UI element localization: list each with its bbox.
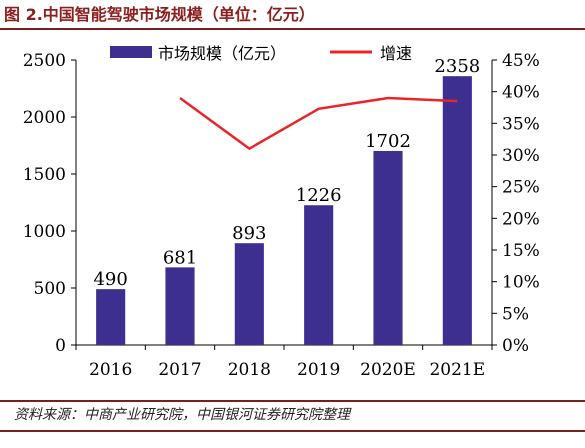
- chart: 490 681 893 1226 1702 2358 0 500 1000 1500 2000 25…: [23, 44, 540, 380]
- right-tick-label: 10%: [502, 273, 540, 293]
- right-tick-label: 0%: [502, 336, 529, 356]
- bar-data-label: 490: [93, 269, 127, 290]
- bar-data-label: 1226: [296, 185, 342, 206]
- left-tick-label: 1000: [23, 222, 66, 242]
- right-tick-label: 25%: [502, 178, 540, 198]
- bar-data-label: 893: [232, 223, 266, 244]
- x-tick-label: 2016: [89, 360, 132, 380]
- legend-line-label: 增速: [380, 44, 412, 63]
- growth-line: [179, 96, 458, 151]
- right-tick-label: 5%: [502, 304, 529, 324]
- x-tick-label: 2019: [297, 360, 340, 380]
- source-note: 资料来源：中商产业研究院，中国银河证券研究院整理: [0, 400, 585, 430]
- legend-bar-swatch: [110, 46, 152, 58]
- bar: [234, 243, 264, 345]
- legend-bar-label: 市场规模（亿元）: [158, 44, 286, 63]
- right-tick-label: 15%: [502, 241, 540, 261]
- left-tick-label: 1500: [23, 165, 66, 185]
- right-tick-label: 35%: [502, 114, 540, 134]
- bar-series: [96, 76, 472, 346]
- right-tick-label: 45%: [502, 51, 540, 71]
- right-tick-label: 40%: [502, 83, 540, 103]
- left-tick-label: 500: [34, 279, 66, 299]
- left-tick-label: 2500: [23, 51, 66, 71]
- axes: [71, 59, 497, 350]
- bar: [165, 267, 195, 345]
- data-labels: 490 681 893 1226 1702 2358: [93, 56, 480, 290]
- bottom-rule: [0, 430, 585, 432]
- growth-line-series: [179, 96, 458, 151]
- bar: [373, 150, 403, 345]
- bar: [442, 76, 472, 346]
- x-tick-label: 2017: [158, 360, 201, 380]
- x-tick-label: 2020E: [360, 360, 416, 380]
- bar: [96, 289, 126, 345]
- right-tick-label: 20%: [502, 209, 540, 229]
- right-tick-label: 30%: [502, 146, 540, 166]
- bar-data-label: 1702: [365, 131, 411, 152]
- bar: [304, 205, 334, 345]
- bar-data-label: 681: [163, 247, 197, 268]
- figure-title: 图 2.中国智能驾驶市场规模（单位：亿元）: [0, 0, 585, 30]
- tick-labels: 0 500 1000 1500 2000 2500 0% 5% 10% 15% 20% 25% 30% 3…: [23, 51, 540, 380]
- x-tick-label: 2018: [228, 360, 271, 380]
- left-tick-label: 0: [55, 336, 66, 356]
- x-tick-label: 2021E: [429, 360, 485, 380]
- legend: 市场规模（亿元） 增速: [110, 44, 412, 63]
- left-tick-label: 2000: [23, 108, 66, 128]
- bar-data-label: 2358: [434, 56, 480, 77]
